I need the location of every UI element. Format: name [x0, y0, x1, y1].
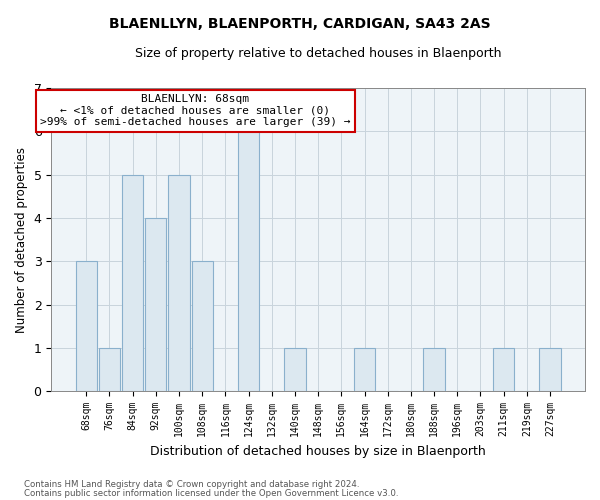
- Bar: [99, 348, 120, 391]
- Text: BLAENLLYN, BLAENPORTH, CARDIGAN, SA43 2AS: BLAENLLYN, BLAENPORTH, CARDIGAN, SA43 2A…: [109, 18, 491, 32]
- Text: Contains public sector information licensed under the Open Government Licence v3: Contains public sector information licen…: [24, 488, 398, 498]
- Title: Size of property relative to detached houses in Blaenporth: Size of property relative to detached ho…: [135, 48, 502, 60]
- Bar: [424, 348, 445, 391]
- Bar: [493, 348, 514, 391]
- Bar: [284, 348, 305, 391]
- Bar: [238, 132, 259, 391]
- Bar: [145, 218, 166, 391]
- Text: Contains HM Land Registry data © Crown copyright and database right 2024.: Contains HM Land Registry data © Crown c…: [24, 480, 359, 489]
- X-axis label: Distribution of detached houses by size in Blaenporth: Distribution of detached houses by size …: [150, 444, 486, 458]
- Y-axis label: Number of detached properties: Number of detached properties: [15, 146, 28, 332]
- Bar: [539, 348, 561, 391]
- Bar: [76, 262, 97, 391]
- Bar: [122, 174, 143, 391]
- Bar: [169, 174, 190, 391]
- Text: BLAENLLYN: 68sqm
← <1% of detached houses are smaller (0)
>99% of semi-detached : BLAENLLYN: 68sqm ← <1% of detached house…: [40, 94, 350, 128]
- Bar: [191, 262, 213, 391]
- Bar: [354, 348, 375, 391]
